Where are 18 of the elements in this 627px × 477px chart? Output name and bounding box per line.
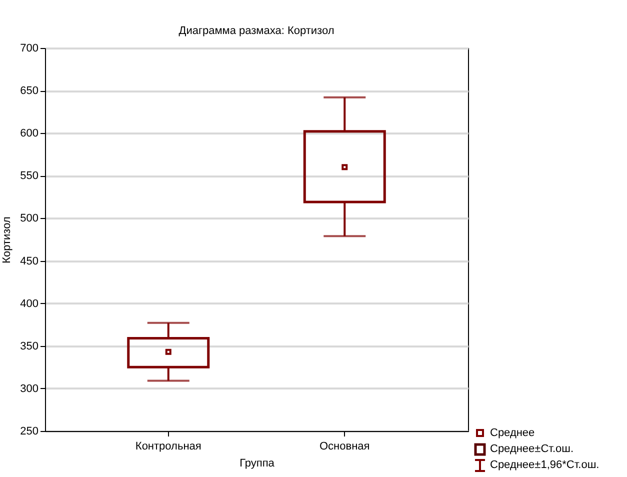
y-tick-label: 450: [20, 255, 38, 268]
y-tick-label: 650: [20, 85, 38, 98]
y-tick-label: 500: [20, 212, 38, 225]
y-tick-label: 700: [20, 42, 38, 54]
y-tick-label: 300: [20, 382, 38, 395]
text: Среднее±1,96*Ст.ош.: [490, 458, 600, 473]
x-tick-label: Основная: [320, 440, 370, 452]
chart-title: Диаграмма размаха: Кортизол: [178, 25, 334, 37]
y-tick-label: 400: [20, 298, 38, 310]
text: Среднее±Ст.ош.: [490, 442, 574, 457]
y-tick-label: 550: [20, 170, 38, 182]
y-axis-title: Кортизол: [1, 216, 14, 264]
x-tick-label: Контрольная: [135, 440, 202, 452]
y-tick-label: 350: [20, 340, 38, 352]
x-axis-title: Группа: [240, 458, 276, 470]
y-tick-label: 250: [20, 426, 38, 438]
text: Среднее: [490, 426, 535, 441]
y-tick-label: 600: [20, 128, 38, 140]
